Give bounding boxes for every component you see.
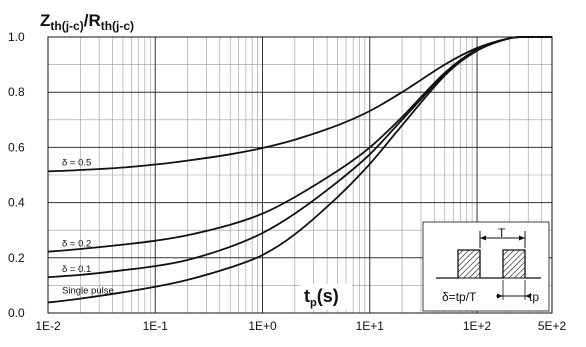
curve-label: δ = 0.5 bbox=[62, 157, 91, 168]
period-arrowhead-left bbox=[480, 235, 486, 241]
x-axis-label-background bbox=[300, 284, 352, 310]
tp-arrowhead-right bbox=[525, 293, 531, 299]
curve-label: δ = 0.1 bbox=[62, 264, 91, 275]
y-tick-label: 0.4 bbox=[8, 196, 25, 210]
y-tick-label: 1.0 bbox=[8, 30, 25, 44]
period-label: T bbox=[498, 226, 506, 240]
y-tick-label: 0.6 bbox=[8, 140, 25, 154]
duty-formula: δ=tp/T bbox=[442, 290, 477, 304]
x-tick-label: 1E+0 bbox=[248, 319, 277, 333]
pulse-1 bbox=[457, 249, 481, 279]
x-axis-label: tp(s) bbox=[300, 284, 352, 310]
x-tick-label: 1E-1 bbox=[143, 319, 169, 333]
chart-title: Zth(j-c)/Rth(j-c) bbox=[40, 11, 134, 33]
minor-gridlines bbox=[48, 37, 552, 313]
y-tick-label: 0.2 bbox=[8, 251, 25, 265]
x-tick-label: 1E-2 bbox=[35, 319, 61, 333]
tp-arrowhead-left bbox=[497, 293, 503, 299]
curve-label: Single pulse bbox=[62, 286, 114, 297]
x-tick-label: 5E+2 bbox=[538, 319, 567, 333]
curves bbox=[47, 36, 553, 304]
pulse-diagram-inset: T δ=tp/T tp bbox=[422, 221, 550, 312]
y-tick-label: 0.0 bbox=[8, 306, 25, 320]
period-arrowhead-right bbox=[519, 235, 525, 241]
svg-text:tp(s): tp(s) bbox=[304, 286, 339, 309]
curve bbox=[47, 36, 553, 304]
curve bbox=[47, 36, 553, 253]
curve-label: δ = 0.2 bbox=[62, 239, 91, 250]
y-axis-tick-labels: 0.0 0.2 0.4 0.6 0.8 1.0 bbox=[8, 30, 25, 320]
plot-frame bbox=[47, 36, 553, 314]
x-tick-label: 1E+1 bbox=[356, 319, 385, 333]
x-tick-label: 1E+2 bbox=[463, 319, 492, 333]
pulse-waveform bbox=[436, 249, 541, 279]
pulse-2 bbox=[502, 249, 526, 279]
curve bbox=[47, 36, 553, 173]
x-axis-tick-labels: 1E-2 1E-1 1E+0 1E+1 1E+2 5E+2 bbox=[35, 319, 566, 333]
y-tick-label: 0.8 bbox=[8, 85, 25, 99]
tp-label: tp bbox=[529, 290, 539, 304]
curve-labels: δ = 0.5 δ = 0.2 δ = 0.1 Single pulse bbox=[62, 157, 114, 296]
